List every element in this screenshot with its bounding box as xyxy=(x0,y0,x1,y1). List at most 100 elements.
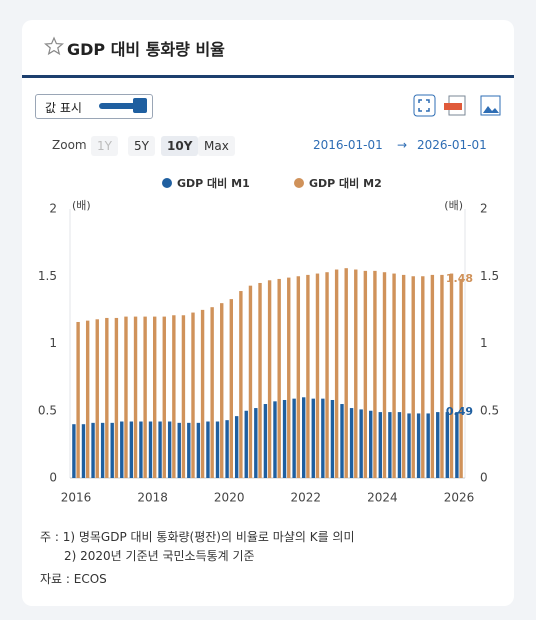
bar xyxy=(359,409,363,478)
toggle[interactable]: 값 표시 xyxy=(35,94,153,119)
fullscreen-icon[interactable] xyxy=(413,94,436,117)
bar xyxy=(124,316,128,478)
date-to[interactable]: 2026-01-01 xyxy=(417,138,487,152)
bar xyxy=(91,422,95,478)
bar xyxy=(436,412,440,478)
bar xyxy=(315,273,320,478)
bar xyxy=(229,299,233,478)
bar xyxy=(292,398,296,478)
bar xyxy=(85,320,90,478)
bar xyxy=(196,422,201,478)
legend-label: GDP 대비 M1 xyxy=(177,176,250,190)
zoom-button[interactable]: 1Y xyxy=(91,136,118,156)
bar xyxy=(459,278,463,478)
x-tick-label: 2026 xyxy=(444,491,475,505)
y2-tick-label: 1 xyxy=(480,336,488,350)
y-tick-label: 0 xyxy=(49,471,57,485)
bar xyxy=(311,398,315,478)
bar xyxy=(263,404,268,478)
bar xyxy=(445,412,450,478)
bar xyxy=(416,413,421,478)
bar xyxy=(440,274,444,478)
bar xyxy=(248,285,253,478)
bar xyxy=(330,399,335,478)
value-label: 0.49 xyxy=(446,405,473,418)
bar xyxy=(411,276,415,478)
x-tick-label: 2022 xyxy=(291,491,322,505)
bar xyxy=(349,408,354,478)
legend-label: GDP 대비 M2 xyxy=(309,176,382,190)
bar xyxy=(306,274,310,478)
bar xyxy=(72,424,76,478)
bar xyxy=(148,421,153,478)
zoom-button[interactable]: 5Y xyxy=(128,136,155,156)
bar xyxy=(239,291,243,478)
bar xyxy=(167,421,172,478)
bar xyxy=(378,412,382,478)
bar xyxy=(296,276,301,478)
x-tick-label: 2024 xyxy=(367,491,398,505)
y2-tick-label: 0.5 xyxy=(480,403,499,417)
toggle-track xyxy=(99,103,145,109)
bar xyxy=(76,321,80,478)
bar xyxy=(234,416,239,478)
chart: 0 0.5 1 1.5 2 0 0.5 1 1.5 2 (배) (배) GDP 대비 M1 GDP 대비 … xyxy=(38,176,499,505)
y-tick-label: 2 xyxy=(49,202,57,216)
bar xyxy=(153,316,157,478)
source: 자료 : ECOS xyxy=(40,572,107,586)
title-rule xyxy=(22,75,514,78)
bar xyxy=(325,272,329,478)
bar xyxy=(273,401,277,478)
x-tick-label: 2020 xyxy=(214,491,245,505)
bar xyxy=(139,421,143,478)
toggle-label: 값 표시 xyxy=(45,101,82,115)
bar xyxy=(110,422,114,478)
y-unit: (배) xyxy=(72,199,91,212)
toolbar-icons xyxy=(413,94,501,117)
note: 주 : 1) 명목GDP 대비 통화량(평잔)의 비율로 마샬의 K를 의미 xyxy=(40,530,355,544)
bar xyxy=(277,278,281,478)
data-icon-badge xyxy=(444,103,462,110)
legend-marker xyxy=(294,178,304,188)
y2-tick-label: 2 xyxy=(480,202,488,216)
bar xyxy=(95,319,99,478)
bar xyxy=(120,421,124,478)
bar xyxy=(421,276,425,478)
bar xyxy=(267,280,272,478)
bar xyxy=(254,408,258,478)
x-tick-label: 2018 xyxy=(137,491,168,505)
bar xyxy=(382,272,387,478)
bar xyxy=(105,317,109,478)
fullscreen-arrows xyxy=(418,99,430,112)
bar xyxy=(258,282,262,478)
bar xyxy=(455,412,459,478)
bar xyxy=(401,274,406,478)
date-arrow: → xyxy=(397,138,408,152)
legend-marker xyxy=(162,178,172,188)
bar xyxy=(158,421,162,478)
bar xyxy=(407,413,411,478)
bar xyxy=(369,410,373,478)
zoom-button[interactable]: Max xyxy=(198,136,235,156)
bar xyxy=(430,274,435,478)
bar xyxy=(354,269,358,478)
card-title: GDP 대비 통화량 비율 xyxy=(67,40,225,59)
bar xyxy=(215,421,220,478)
bar xyxy=(225,420,229,478)
bar xyxy=(244,410,248,478)
bar xyxy=(363,270,368,478)
y-tick-label: 0.5 xyxy=(38,403,57,417)
bar xyxy=(143,316,147,478)
y2-tick-label: 0 xyxy=(480,471,488,485)
star-icon[interactable] xyxy=(44,36,64,56)
date-from[interactable]: 2016-01-01 xyxy=(313,138,383,152)
zoom-button[interactable]: 10Y xyxy=(161,136,199,156)
bar xyxy=(344,268,348,478)
bar xyxy=(191,312,195,478)
bar xyxy=(100,422,105,478)
bar xyxy=(187,422,191,478)
bar xyxy=(392,273,396,478)
bar xyxy=(302,397,306,478)
bar xyxy=(81,424,86,478)
